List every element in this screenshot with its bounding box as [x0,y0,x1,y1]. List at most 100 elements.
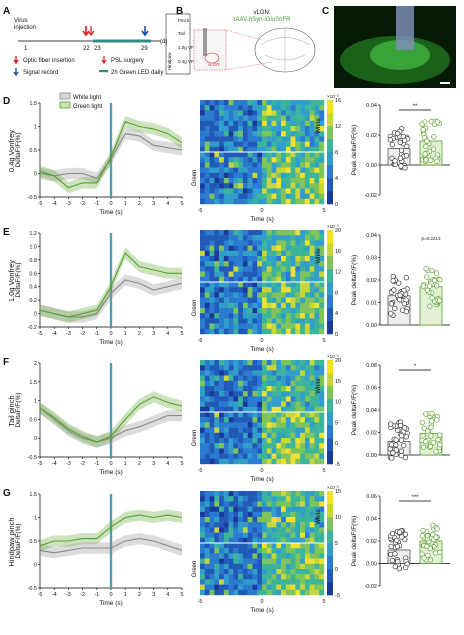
heatmap-cell [238,412,244,418]
heatmap-cell [295,496,301,502]
stim-4: 0.4g VF [178,59,194,64]
heatmap-cell [247,496,253,502]
heatmap-cell [233,370,239,376]
heatmap-cell [214,365,220,371]
heatmap-cell [223,406,229,413]
heatmap-cell [257,365,263,371]
heatmap-cell [233,287,239,293]
heatmap-cell [247,589,253,596]
heatmap-cell [295,579,301,585]
heatmap-cell [219,193,225,199]
colorbar-segment [327,165,333,179]
heatmap-cell [209,188,215,194]
heatmap-cell [319,579,325,585]
heatmap-cell [285,563,291,570]
colorbar-segment [327,412,333,426]
heatmap-cell [300,522,306,528]
heatmap-cell [219,501,225,507]
scatter-ylabel: Peak deltaF/F(%) [351,125,358,176]
heatmap-cell [200,548,205,554]
scatter-point [392,563,398,570]
heatmap-cell [266,432,272,439]
heatmap-cell [233,579,239,585]
heatmap-cell [304,370,310,376]
heatmap-cell [304,458,310,465]
heatmap-cell [285,558,291,564]
significance-label: * [414,364,417,370]
heatmap-cell [238,131,244,137]
row-0: 0.4g Vonfrey DeltaF/F(%)-0.500.511.5-5 -4-… [7,94,450,223]
heatmap-cell [233,292,239,298]
heatmap-cell [300,574,306,580]
heatmap-cell [295,115,301,121]
heatmap-cell [290,235,296,241]
heatmap-cell [209,432,215,439]
heatmap-cell [257,131,263,137]
heatmap-cell [304,292,310,298]
heatmap-cell [204,256,210,262]
heatmap-cell [276,543,282,549]
heatmap-cell [276,136,282,142]
line-ytick-label: 0.6 [29,271,37,277]
scatter-point [423,411,429,417]
heatmap-cell [238,569,244,575]
heatmap-cell [214,532,220,538]
heatmap-cell [242,100,248,106]
colorbar-segment [327,438,333,452]
heatmap-cell [209,110,215,116]
scatter-bar-chart: Peak deltaF/F(%)0.060.040.020.00-0.02*** [351,494,450,590]
heatmap-cell [285,391,291,397]
colorbar-segment [327,569,333,583]
heatmap-cell [300,517,306,523]
heatmap-cell [300,167,306,173]
heatmap-cell [247,501,253,507]
heatmap-xtick-label: 5 [322,208,325,214]
heatmap-cell [319,261,325,267]
heatmap-cell [209,141,215,147]
heatmap-cell [238,276,244,283]
heatmap-cell [271,537,277,544]
line-xtick-label: -3 [66,461,71,467]
heatmap-cell [223,287,229,293]
line-xtick-label: -2 [80,331,85,337]
heatmap-cell [223,453,229,459]
heatmap-cell [266,126,272,132]
tick-day-23: 23 [94,46,101,52]
heatmap-cell [238,427,244,433]
scatter-point [387,137,393,143]
heatmap-cell [257,458,263,465]
heatmap-cell [295,427,301,433]
heatmap-cell [257,532,263,538]
heatmap-cell [309,292,315,298]
heatmap-cell [285,271,291,277]
legend-led-label: 2h Green LED daily [111,70,163,76]
line-ytick-label: 1 [34,399,37,405]
heatmap-cell [276,105,282,111]
heatmap-cell [319,589,325,596]
heatmap-cell [214,235,220,241]
heatmap-cell [304,287,310,293]
heatmap-cell [233,417,239,423]
heatmap-cell [219,532,225,538]
heatmap-cell [200,126,205,132]
heatmap-cell [281,406,287,413]
heatmap-cell [257,271,263,277]
heatmap-cell [242,131,248,137]
heatmap-cell [209,458,215,465]
heatmap-cell [314,240,320,246]
heatmap-cell [319,126,325,132]
heatmap-cell [214,443,220,449]
heatmap-cell [281,318,287,324]
colorbar-segment [327,399,333,413]
heatmap-cell [271,553,277,559]
heatmap-cell [319,120,325,127]
heatmap-cell [209,412,215,418]
heatmap-cell [300,297,306,303]
scatter-point [397,422,404,429]
heatmap-cell [300,569,306,575]
heatmap-cell [233,365,239,371]
heatmap-cell [271,443,277,449]
heatmap-cell [204,308,210,314]
heatmap-cell [257,584,263,590]
